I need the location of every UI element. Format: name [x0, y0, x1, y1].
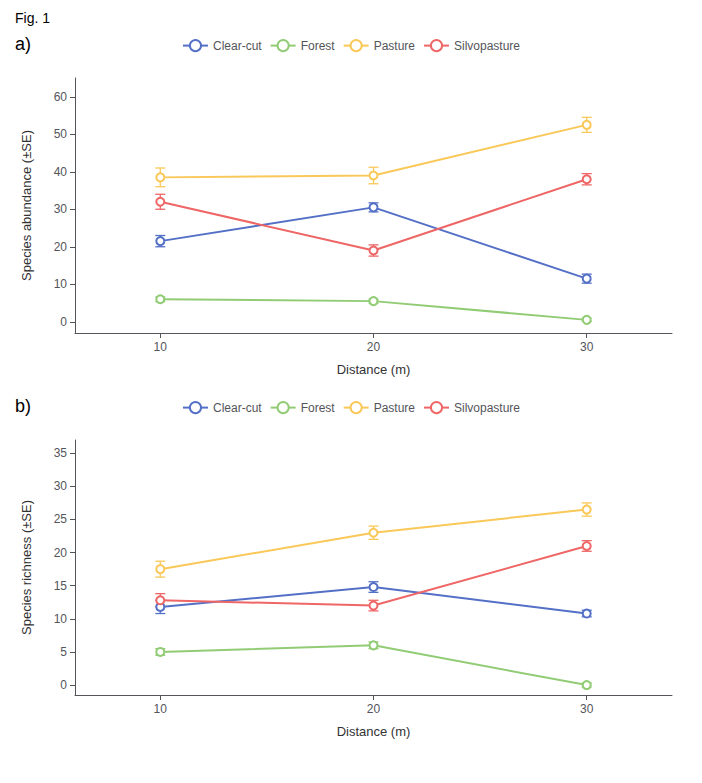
svg-text:30: 30 — [54, 479, 68, 493]
svg-text:Forest: Forest — [301, 401, 336, 415]
svg-text:15: 15 — [54, 579, 68, 593]
svg-text:Silvopasture: Silvopasture — [454, 401, 520, 415]
svg-text:Clear-cut: Clear-cut — [213, 401, 262, 415]
svg-text:Silvopasture: Silvopasture — [454, 39, 520, 53]
svg-text:Forest: Forest — [301, 39, 336, 53]
svg-text:Pasture: Pasture — [374, 401, 416, 415]
svg-text:5: 5 — [60, 645, 67, 659]
svg-text:Species richness (±SE): Species richness (±SE) — [19, 500, 34, 635]
svg-text:20: 20 — [367, 340, 381, 354]
svg-text:50: 50 — [54, 127, 68, 141]
svg-text:40: 40 — [54, 165, 68, 179]
svg-text:35: 35 — [54, 446, 68, 460]
svg-text:10: 10 — [154, 702, 168, 716]
svg-text:Distance (m): Distance (m) — [337, 362, 411, 377]
svg-text:b): b) — [15, 396, 31, 416]
svg-text:Fig. 1: Fig. 1 — [15, 10, 50, 26]
svg-text:a): a) — [15, 34, 31, 54]
svg-text:10: 10 — [54, 612, 68, 626]
svg-text:25: 25 — [54, 512, 68, 526]
svg-text:Species abundance (±SE): Species abundance (±SE) — [19, 130, 34, 281]
svg-text:Distance (m): Distance (m) — [337, 724, 411, 739]
svg-text:0: 0 — [60, 678, 67, 692]
svg-text:20: 20 — [54, 546, 68, 560]
svg-text:20: 20 — [367, 702, 381, 716]
svg-text:Clear-cut: Clear-cut — [213, 39, 262, 53]
svg-text:10: 10 — [54, 277, 68, 291]
svg-text:Pasture: Pasture — [374, 39, 416, 53]
svg-text:30: 30 — [580, 340, 594, 354]
svg-text:60: 60 — [54, 90, 68, 104]
svg-text:20: 20 — [54, 240, 68, 254]
svg-text:30: 30 — [54, 202, 68, 216]
svg-text:10: 10 — [154, 340, 168, 354]
svg-text:0: 0 — [60, 315, 67, 329]
svg-text:30: 30 — [580, 702, 594, 716]
